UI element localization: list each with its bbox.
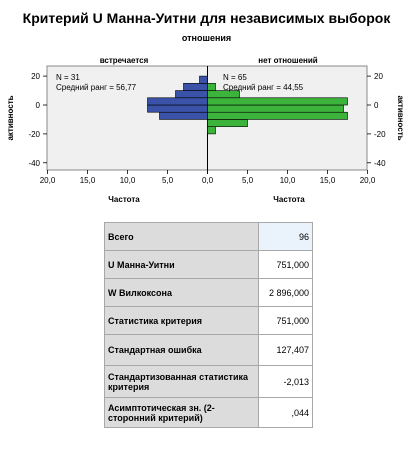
right-histogram-bar: [207, 97, 348, 106]
statistic-label: U Манна-Уитни: [103, 250, 260, 279]
table-row: Асимптотическая зн. (2-сторонний критери…: [103, 397, 313, 428]
statistic-label: Статистика критерия: [103, 306, 260, 335]
right-panel-heading: нет отношений: [258, 56, 318, 65]
statistic-value: 751,000: [258, 250, 313, 279]
left-y-tick-label: -40: [28, 159, 40, 168]
right-x-axis-label: Частота: [273, 195, 305, 204]
statistic-label: Стандартизованная статистика критерия: [103, 365, 260, 398]
statistic-value: 751,000: [258, 306, 313, 335]
right-stat-mean-rank: Средний ранг = 44,55: [223, 83, 304, 92]
left-x-tick-label: 0,0: [202, 176, 214, 185]
table-row: W Вилкоксона 2 896,000: [103, 278, 313, 307]
right-stat-n: N = 65: [223, 73, 247, 82]
statistic-label: Всего: [103, 222, 260, 251]
right-x-tick-label: 15,0: [320, 176, 336, 185]
left-x-tick-label: 20,0: [40, 176, 56, 185]
right-histogram-bar: [207, 111, 348, 120]
left-y-tick-label: 0: [36, 101, 41, 110]
statistic-value: 127,407: [258, 334, 313, 366]
chart-title: Критерий U Манна-Уитни для независимых в…: [22, 10, 391, 26]
left-x-axis-label: Частота: [108, 195, 140, 204]
right-histogram-bar: [207, 83, 216, 91]
left-histogram-bar: [147, 104, 208, 113]
left-histogram-bar: [147, 97, 208, 106]
right-histogram-bar: [207, 90, 240, 99]
left-y-axis-label: активность: [6, 95, 15, 140]
population-pyramid-chart: встречается нет отношений N = 31 Средний…: [6, 56, 405, 204]
right-y-tick-label: 20: [374, 72, 383, 81]
left-stat-n: N = 31: [56, 73, 80, 82]
statistic-value: ,044: [258, 397, 313, 428]
statistic-label: W Вилкоксона: [103, 278, 260, 307]
table-row: Всего 96: [103, 222, 313, 251]
right-histogram-bar: [207, 104, 344, 113]
test-summary-table: Всего 96 U Манна-Уитни 751,000 W Вилкоксона 2…: [103, 222, 313, 428]
right-x-tick-label: 20,0: [360, 176, 376, 185]
right-y-tick-label: 0: [374, 101, 379, 110]
statistic-value: -2,013: [258, 365, 313, 398]
table-row: Стандартизованная статистика критерия -2,…: [103, 365, 313, 398]
statistic-value: 2 896,000: [258, 278, 313, 307]
right-x-tick-label: 10,0: [280, 176, 296, 185]
right-y-tick-label: -20: [374, 130, 386, 139]
right-histogram-bar: [207, 126, 216, 135]
left-panel-heading: встречается: [100, 56, 149, 65]
right-y-tick-label: -40: [374, 159, 386, 168]
statistic-label: Асимптотическая зн. (2-сторонний критери…: [103, 397, 260, 428]
left-stat-mean-rank: Средний ранг = 56,77: [56, 83, 137, 92]
left-x-tick-label: 5,0: [162, 176, 174, 185]
table-row: U Манна-Уитни 751,000: [103, 250, 313, 279]
left-histogram-bar: [183, 83, 208, 91]
statistic-label: Стандартная ошибка: [103, 334, 260, 366]
left-x-tick-label: 15,0: [80, 176, 96, 185]
statistic-value: 96: [258, 222, 313, 251]
right-x-tick-label: 5,0: [242, 176, 254, 185]
left-y-tick-label: -20: [28, 130, 40, 139]
left-histogram-bar: [199, 75, 208, 84]
left-histogram-bar: [159, 111, 208, 120]
left-x-tick-label: 10,0: [120, 176, 136, 185]
table-row: Стандартная ошибка 127,407: [103, 334, 313, 366]
left-y-tick-label: 20: [31, 72, 40, 81]
right-histogram-bar: [207, 119, 248, 127]
left-histogram-bar: [175, 90, 208, 99]
table-row: Статистика критерия 751,000: [103, 306, 313, 335]
grouping-variable-title: отношения: [181, 33, 232, 43]
right-y-axis-label: активность: [396, 95, 405, 140]
